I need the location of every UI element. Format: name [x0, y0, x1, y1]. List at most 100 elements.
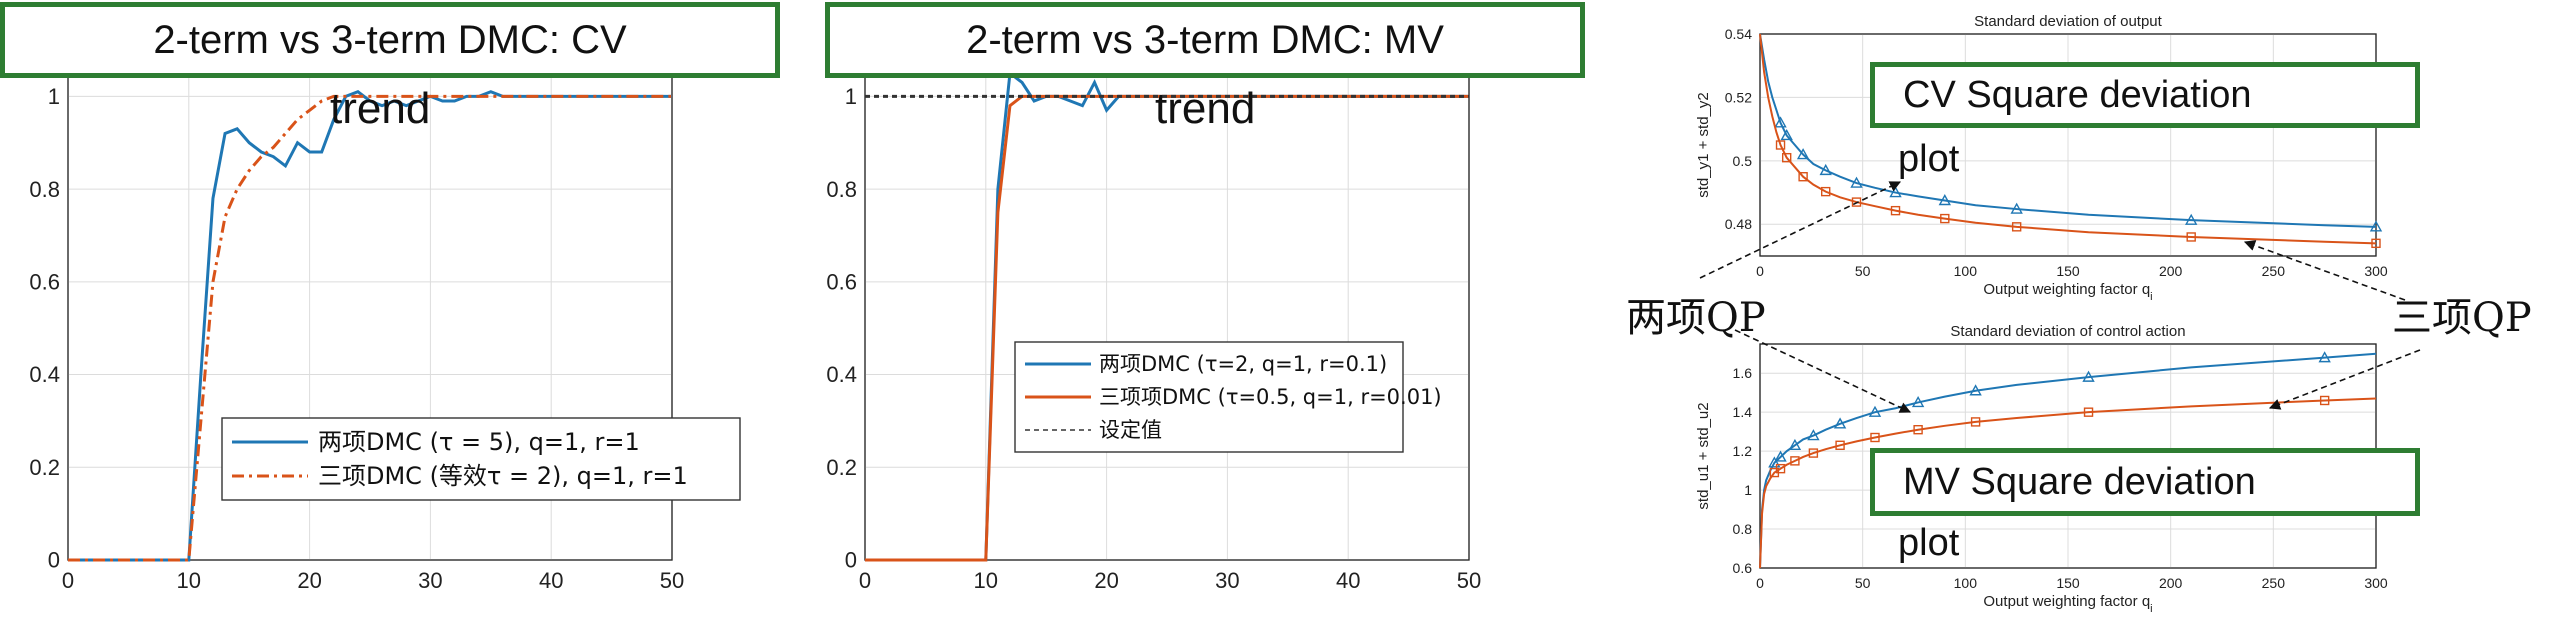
mv-trend-chart: 0 10 20 30 40 50 0 0.2 0.4 0.6 0.8 1 两项DMC (τ=2, q=1… — [826, 49, 1481, 593]
cv-legend-label-1: 三项DMC (等效τ = 2), q=1, r=1 — [318, 462, 688, 490]
cv-xtick-label: 30 — [418, 568, 442, 593]
mv-xtick-label: 50 — [1457, 568, 1481, 593]
out-dev-series-1-marker — [1890, 205, 1901, 216]
ctrl-dev-series-0-marker — [2318, 351, 2331, 363]
out-dev-series-1-marker — [1775, 140, 1786, 150]
out-dev-series-0-marker — [2185, 213, 2198, 225]
cv-xtick-label: 0 — [62, 568, 74, 593]
ctrl-dev-ylabel: std_u1 + std_u2 — [1695, 402, 1712, 509]
ctrl-dev-xtick-label: 250 — [2262, 575, 2286, 591]
cv-series-0-line — [68, 90, 672, 562]
out-dev-ytick-label: 0.54 — [1725, 26, 1752, 42]
out-dev-series-0-marker — [1938, 194, 1951, 206]
mv-trend-title-text: 2-term vs 3-term DMC: MV — [966, 17, 1444, 62]
out-dev-ylabel: std_y1 + std_y2 — [1695, 92, 1712, 197]
deviation-panel: 0 50 100 150 200 250 300 0.48 0.5 0.52 0.54 0 50 100 1… — [1620, 0, 2560, 617]
cv-xtick-label: 20 — [297, 568, 321, 593]
cv-ytick-label: 0.8 — [29, 177, 60, 202]
mv-square-deviation-cont: plot — [1898, 522, 1960, 564]
ctrl-dev-series-0-line — [1759, 352, 2377, 569]
ctrl-dev-ytick-label: 1 — [1744, 482, 1752, 498]
out-dev-title: Standard deviation of output — [1974, 13, 2162, 30]
mv-square-deviation-text: MV Square deviation — [1903, 460, 2256, 503]
mv-ytick-label: 0.8 — [826, 177, 857, 202]
ctrl-dev-series-1-marker — [1775, 463, 1786, 474]
out-dev-series-0-marker — [1780, 129, 1793, 141]
mv-xtick-label: 30 — [1215, 568, 1239, 593]
ctrl-dev-xtick-label: 200 — [2159, 575, 2183, 591]
mv-xtick-label: 40 — [1336, 568, 1360, 593]
cv-trend-title-cont: trend — [330, 84, 431, 133]
two-term-arrow-down — [1734, 329, 1912, 413]
ctrl-dev-series-1-marker — [1790, 456, 1800, 466]
ctrl-dev-xtick-label: 50 — [1855, 575, 1871, 591]
out-dev-series-0-marker — [1850, 176, 1863, 188]
cv-square-deviation-cont: plot — [1898, 138, 1960, 180]
ctrl-dev-xtick-label: 100 — [1954, 575, 1978, 591]
out-dev-xtick-label: 150 — [2056, 263, 2080, 279]
ctrl-dev-ytick-label: 1.6 — [1733, 365, 1753, 381]
mv-xtick-label: 0 — [859, 568, 871, 593]
ctrl-dev-title: Standard deviation of control action — [1950, 323, 2185, 340]
ctrl-dev-xlabel: Output weighting factor qi — [1983, 593, 2152, 615]
cv-trend-panel: 0 10 20 30 40 50 0 0.2 0.4 0.6 0.8 1 两项DMC (τ = 5), … — [0, 0, 800, 617]
out-dev-series-0-marker — [2010, 202, 2023, 214]
cv-xtick-label: 10 — [177, 568, 201, 593]
mv-legend-label-1: 三项项DMC (τ=0.5, q=1, r=0.01) — [1099, 385, 1442, 409]
ctrl-dev-ytick-label: 1.4 — [1733, 404, 1753, 420]
out-dev-xtick-label: 0 — [1756, 263, 1764, 279]
cv-ytick-label: 0 — [48, 548, 60, 573]
ctrl-dev-series-0-marker — [1807, 429, 1820, 441]
out-dev-xlabel: Output weighting factor qi — [1983, 281, 2152, 303]
cv-square-deviation-text: CV Square deviation — [1903, 73, 2252, 116]
two-term-qp-label: 两项QP — [1626, 295, 1766, 341]
out-dev-series-1-marker — [1940, 213, 1950, 224]
out-dev-frame — [1759, 33, 2377, 257]
mv-trend-title: 2-term vs 3-term DMC: MV — [825, 2, 1585, 78]
mv-legend-label-2: 设定值 — [1099, 418, 1162, 442]
two-term-arrow-up — [1699, 181, 1902, 279]
out-dev-series-1-marker — [2011, 222, 2022, 232]
mv-legend-label-0: 两项DMC (τ=2, q=1, r=0.1) — [1099, 352, 1387, 376]
mv-xtick-label: 10 — [974, 568, 998, 593]
ctrl-dev-series-0-marker — [1969, 384, 1982, 396]
ctrl-dev-series-1-marker — [1913, 425, 1923, 435]
out-dev-xtick-label: 50 — [1855, 263, 1871, 279]
cv-trend-chart: 0 10 20 30 40 50 0 0.2 0.4 0.6 0.8 1 两项DMC (τ = 5), … — [29, 49, 741, 593]
mv-square-deviation-box: MV Square deviation — [1870, 448, 2420, 516]
output-deviation-chart: 0 50 100 150 200 250 300 0.48 0.5 0.52 0.54 0 50 100 1… — [1695, 13, 2421, 615]
ctrl-dev-series-0-marker — [2082, 370, 2095, 382]
out-dev-series-0-marker — [1889, 186, 1902, 198]
ctrl-dev-series-1-marker — [1808, 448, 1819, 458]
cv-legend — [221, 417, 741, 501]
mv-xtick-label: 20 — [1094, 568, 1118, 593]
three-term-arrow-up — [2243, 240, 2406, 301]
cv-series-1-line — [68, 94, 672, 562]
mv-series-1-line — [865, 94, 1469, 562]
mv-trend-panel: 0 10 20 30 40 50 0 0.2 0.4 0.6 0.8 1 两项DMC (τ=2, q=1… — [805, 0, 1605, 617]
ctrl-dev-ytick-label: 0.6 — [1733, 560, 1753, 576]
mv-ytick-label: 0 — [845, 548, 857, 573]
ctrl-dev-ytick-label: 1.2 — [1733, 443, 1753, 459]
ctrl-dev-series-0-marker — [1833, 417, 1847, 429]
ctrl-dev-series-1-marker — [2083, 407, 2094, 417]
ctrl-dev-series-1-marker — [1970, 417, 1981, 427]
ctrl-dev-series-0-marker — [1788, 438, 1802, 450]
cv-ytick-label: 0.4 — [29, 362, 60, 387]
mv-ytick-label: 0.2 — [826, 455, 857, 480]
out-dev-series-1-marker — [1781, 152, 1792, 163]
out-dev-ytick-label: 0.52 — [1725, 89, 1752, 105]
cv-trend-title: 2-term vs 3-term DMC: CV — [0, 2, 780, 78]
ctrl-dev-xtick-label: 0 — [1756, 575, 1764, 591]
out-dev-series-1-line — [1759, 33, 2377, 245]
cv-square-deviation-box: CV Square deviation — [1870, 62, 2420, 128]
cv-ytick-label: 1 — [48, 84, 60, 109]
ctrl-dev-series-0-marker — [1768, 456, 1781, 468]
out-dev-series-1-marker — [2186, 232, 2196, 242]
cv-xtick-label: 50 — [660, 568, 684, 593]
out-dev-series-1-marker — [1821, 186, 1831, 197]
mv-trend-title-cont: trend — [1155, 84, 1256, 133]
mv-ytick-label: 1 — [845, 84, 857, 109]
out-dev-xtick-label: 250 — [2262, 263, 2286, 279]
out-dev-series-1-marker — [1851, 197, 1862, 207]
